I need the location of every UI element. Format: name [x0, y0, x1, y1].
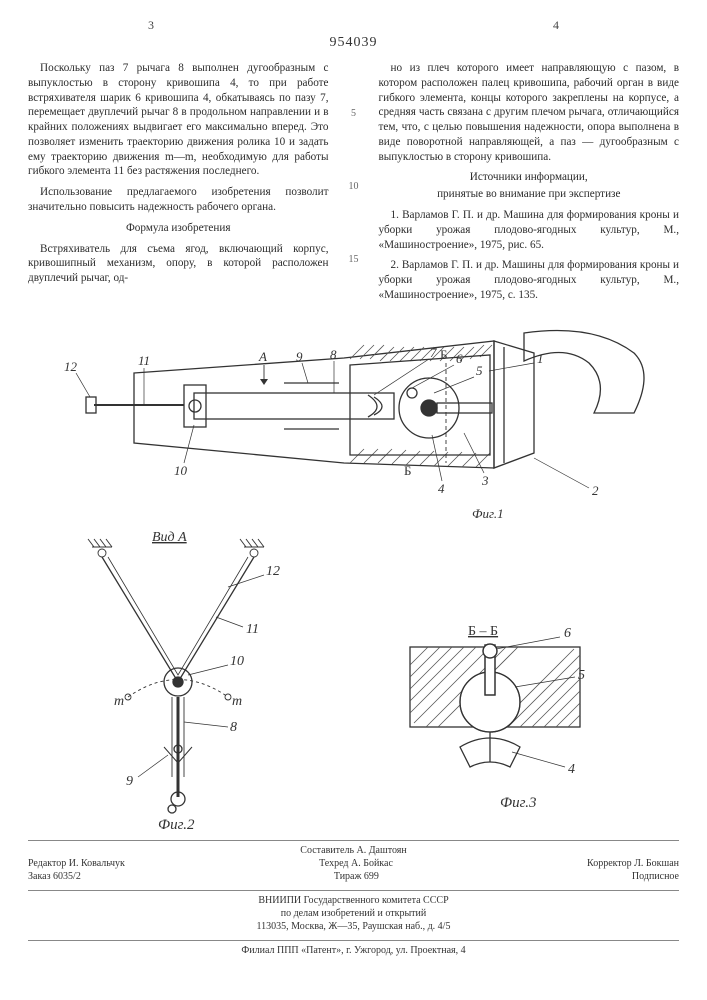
fig1-ref-6: 6: [456, 351, 463, 366]
fig1-label-B-bot: Б: [404, 463, 411, 478]
credits-block: Составитель А. Даштоян Редактор И. Ковал…: [28, 845, 679, 956]
fig3-ref-4: 4: [568, 762, 575, 777]
fig2-ref-12: 12: [266, 564, 280, 579]
right-column: но из плеч которого имеет направляющую с…: [379, 61, 680, 309]
sources-heading: Источники информации,: [379, 170, 680, 185]
order: Заказ 6035/2: [28, 871, 81, 882]
fig2-ref-m2: m: [232, 694, 242, 709]
fig3-ref-5: 5: [578, 668, 585, 683]
figure-1-svg: А Б Б 1 2 3 4 5 6 7 8 9 10 11 12 Фиг.1: [34, 313, 674, 523]
sub: Подписное: [632, 871, 679, 882]
compiler: Составитель А. Даштоян: [28, 845, 679, 856]
left-page-number: 3: [148, 18, 154, 33]
separator-1: [28, 840, 679, 841]
source-2: 2. Варламов Г. П. и др. Машины для форми…: [379, 258, 680, 302]
corrector: Корректор Л. Бокшан: [587, 858, 679, 869]
org1: ВНИИПИ Государственного комитета СССР: [28, 895, 679, 906]
source-1: 1. Варламов Г. П. и др. Машина для форми…: [379, 208, 680, 252]
editor: Редактор И. Ковальчук: [28, 858, 125, 869]
left-p2: Использование предлагаемого изобретения …: [28, 185, 329, 215]
fig2-heading: Вид А: [152, 530, 187, 545]
right-page-number: 4: [553, 18, 559, 33]
fig3-ref-6: 6: [564, 626, 571, 641]
figure-3-svg: Б – Б 6 5 4 Фиг.3: [340, 617, 640, 817]
fig3-heading: Б – Б: [468, 624, 498, 639]
fig1-ref-10: 10: [174, 463, 188, 478]
fig1-ref-5: 5: [476, 363, 483, 378]
right-p1: но из плеч которого имеет направляющую с…: [379, 61, 680, 164]
formula-heading: Формула изобретения: [28, 221, 329, 236]
fig1-ref-3: 3: [481, 473, 489, 488]
line-mark-5: 5: [347, 107, 361, 120]
fig1-ref-12: 12: [64, 359, 78, 374]
fig2-ref-9: 9: [126, 774, 133, 789]
page-numbers: 3 4: [28, 18, 679, 35]
separator-2: [28, 890, 679, 891]
figure-1: А Б Б 1 2 3 4 5 6 7 8 9 10 11 12 Фиг.1: [28, 313, 679, 523]
tirage: Тираж 699: [334, 871, 379, 882]
fig1-caption: Фиг.1: [472, 506, 504, 521]
addr2: Филиал ППП «Патент», г. Ужгород, ул. Про…: [28, 945, 679, 956]
fig1-ref-1: 1: [537, 351, 544, 366]
separator-3: [28, 940, 679, 941]
line-number-gutter: 5 10 15: [347, 61, 361, 309]
figure-2-svg: Вид А 12 11 10 m m 8 9 Фиг.2: [28, 527, 328, 832]
patent-number: 954039: [28, 35, 679, 51]
fig1-ref-8: 8: [330, 347, 337, 362]
fig1-label-A: А: [258, 349, 267, 364]
fig1-ref-2: 2: [592, 483, 599, 498]
page: 3 4 954039 Поскольку паз 7 рычага 8 выпо…: [0, 0, 707, 1000]
fig3-caption: Фиг.3: [500, 795, 536, 811]
fig2-ref-11: 11: [246, 622, 259, 637]
fig1-label-B-top: Б: [440, 347, 447, 362]
left-column: Поскольку паз 7 рычага 8 выполнен дугооб…: [28, 61, 329, 309]
org2: по делам изобретений и открытий: [28, 908, 679, 919]
sources-sub: принятые во внимание при экспертизе: [379, 187, 680, 202]
line-mark-10: 10: [347, 180, 361, 193]
fig2-caption: Фиг.2: [158, 817, 195, 832]
fig2-ref-8: 8: [230, 720, 237, 735]
fig1-ref-7: 7: [430, 345, 437, 360]
fig1-ref-4: 4: [438, 481, 445, 496]
fig1-ref-9: 9: [296, 349, 303, 364]
left-p3: Встряхиватель для съема ягод, включающий…: [28, 242, 329, 286]
addr1: 113035, Москва, Ж—35, Раушская наб., д. …: [28, 921, 679, 932]
tech: Техред А. Бойкас: [319, 858, 393, 869]
figures-2-3: Вид А 12 11 10 m m 8 9 Фиг.2: [28, 527, 679, 832]
fig2-ref-10: 10: [230, 654, 244, 669]
fig2-ref-m1: m: [114, 694, 124, 709]
line-mark-15: 15: [347, 253, 361, 266]
text-columns: Поскольку паз 7 рычага 8 выполнен дугооб…: [28, 61, 679, 309]
left-p1: Поскольку паз 7 рычага 8 выполнен дугооб…: [28, 61, 329, 179]
fig1-ref-11: 11: [138, 353, 150, 368]
